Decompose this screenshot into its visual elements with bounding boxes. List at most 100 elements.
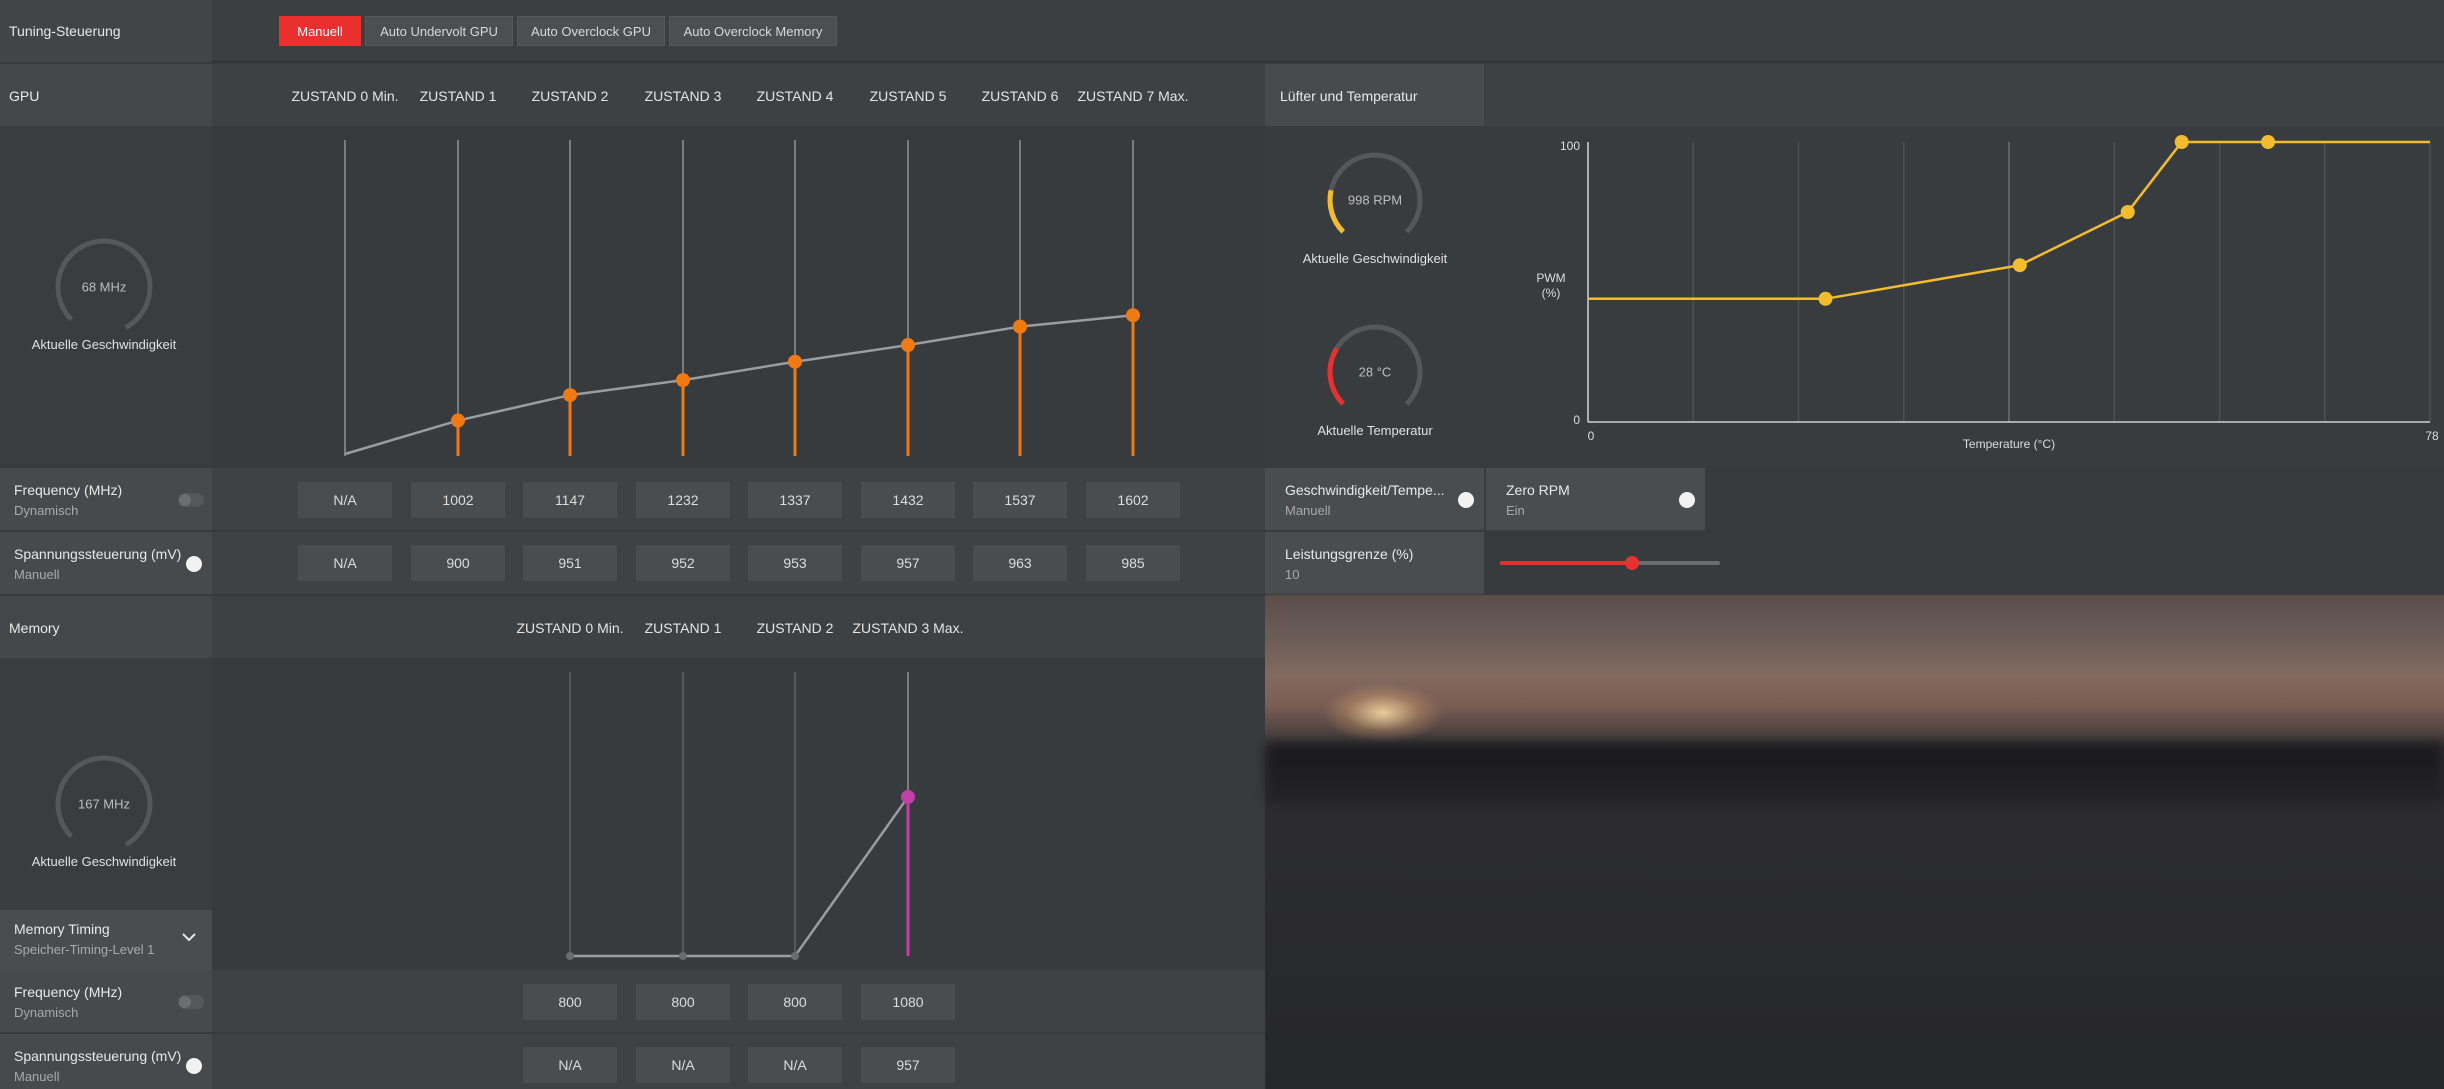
gpu-state-point <box>788 354 802 369</box>
memory-curve-line <box>570 796 910 958</box>
gpu-state-header: ZUSTAND 4 <box>756 88 834 104</box>
fan-curve-point <box>2174 135 2189 149</box>
fan-chart-ylabel: PWM <box>1536 271 1565 285</box>
memory-state-point <box>791 952 799 960</box>
gpu-voltage-input[interactable]: 963 <box>973 545 1067 581</box>
fan-chart-xlabel: Temperature (°C) <box>1963 437 2055 451</box>
power-limit-value: 10 <box>1285 567 1300 582</box>
gpu-title: GPU <box>9 88 40 104</box>
memory-timing-value: Speicher-Timing-Level 1 <box>14 942 155 957</box>
gpu-frequency-input[interactable]: 1432 <box>861 482 955 518</box>
memory-frequency-input[interactable]: 1080 <box>861 984 955 1020</box>
gpu-state-point <box>901 338 915 353</box>
gpu-state-header: ZUSTAND 1 <box>419 88 497 104</box>
fan-speed-caption: Aktuelle Geschwindigkeit <box>1302 251 1448 266</box>
fan-chart-x-max: 78 <box>2425 429 2439 443</box>
power-limit-slider-handle[interactable] <box>1625 556 1639 570</box>
gpu-frequency-toggle[interactable] <box>178 493 204 507</box>
memory-state-header: ZUSTAND 1 <box>644 620 722 636</box>
gpu-frequency-input[interactable]: 1602 <box>1086 482 1180 518</box>
gpu-state-point <box>451 413 465 428</box>
memory-voltage-input[interactable]: N/A <box>636 1047 730 1083</box>
fan-curve-point <box>2261 135 2276 149</box>
speed-temp-toggle[interactable] <box>1458 492 1474 508</box>
gpu-state-header: ZUSTAND 2 <box>531 88 609 104</box>
fan-curve-point <box>2012 258 2027 273</box>
gpu-frequency-input[interactable]: 1337 <box>748 482 842 518</box>
memory-voltage-mode: Manuell <box>14 1069 60 1084</box>
background-scenery <box>1265 595 2444 1089</box>
gpu-state-header: ZUSTAND 5 <box>869 88 947 104</box>
fan-chart-ylabel-unit: (%) <box>1542 286 1561 300</box>
gpu-voltage-input[interactable]: 953 <box>748 545 842 581</box>
memory-state-point <box>679 952 687 960</box>
gpu-state-point <box>1126 308 1140 323</box>
gpu-voltage-mode: Manuell <box>14 567 60 582</box>
memory-frequency-toggle[interactable] <box>178 995 204 1009</box>
memory-timing-label: Memory Timing <box>14 921 110 937</box>
auto-overclock-memory-button[interactable]: Auto Overclock Memory <box>669 16 837 46</box>
gpu-voltage-input[interactable]: 951 <box>523 545 617 581</box>
power-limit-slider-fill <box>1500 561 1632 565</box>
memory-frequency-curve <box>566 672 915 960</box>
gpu-speed-value: 68 MHz <box>81 279 127 295</box>
gpu-state-header: ZUSTAND 7 Max. <box>1077 88 1189 104</box>
memory-voltage-input[interactable]: 957 <box>861 1047 955 1083</box>
gpu-frequency-input[interactable]: 1537 <box>973 482 1067 518</box>
temperature-value: 28 °C <box>1358 364 1392 380</box>
memory-state-header: ZUSTAND 3 Max. <box>852 620 964 636</box>
zero-rpm-state: Ein <box>1506 503 1525 518</box>
gpu-frequency-input[interactable]: 1232 <box>636 482 730 518</box>
fan-curve-point <box>1818 291 1833 306</box>
gpu-state-point <box>676 373 690 388</box>
memory-frequency-mode: Dynamisch <box>14 1005 79 1020</box>
memory-frequency-label: Frequency (MHz) <box>14 984 123 1000</box>
fan-speed-gauge <box>1327 152 1423 248</box>
memory-timing-dropdown[interactable] <box>0 910 212 970</box>
fan-curve-chart: 100 00 78 PWM(%) Temperature (°C) <box>1536 135 2439 451</box>
speed-temp-mode: Manuell <box>1285 503 1331 518</box>
gpu-speed-gauge <box>55 238 153 336</box>
memory-speed-value: 167 MHz <box>77 796 131 812</box>
memory-frequency-input[interactable]: 800 <box>523 984 617 1020</box>
gpu-voltage-input[interactable]: 952 <box>636 545 730 581</box>
gpu-frequency-input[interactable]: N/A <box>298 482 392 518</box>
power-limit-label: Leistungsgrenze (%) <box>1285 546 1414 562</box>
gpu-frequency-input[interactable]: 1147 <box>523 482 617 518</box>
gpu-speed-caption: Aktuelle Geschwindigkeit <box>31 337 177 352</box>
gpu-voltage-input[interactable]: 957 <box>861 545 955 581</box>
gpu-voltage-input[interactable]: N/A <box>298 545 392 581</box>
memory-speed-caption: Aktuelle Geschwindigkeit <box>31 854 177 869</box>
gpu-state-header: ZUSTAND 6 <box>981 88 1059 104</box>
gpu-state-header: ZUSTAND 0 Min. <box>291 88 399 104</box>
memory-state-header: ZUSTAND 2 <box>756 620 834 636</box>
gpu-voltage-toggle[interactable] <box>186 556 202 572</box>
gpu-frequency-curve <box>344 140 1140 456</box>
memory-speed-gauge <box>55 755 153 853</box>
memory-title: Memory <box>9 620 60 636</box>
fan-chart-x-min: 0 <box>1588 429 1595 443</box>
memory-voltage-input[interactable]: N/A <box>523 1047 617 1083</box>
temperature-caption: Aktuelle Temperatur <box>1317 423 1433 438</box>
fan-title: Lüfter und Temperatur <box>1280 88 1418 104</box>
gpu-frequency-input[interactable]: 1002 <box>411 482 505 518</box>
gpu-voltage-input[interactable]: 985 <box>1086 545 1180 581</box>
chevron-down-icon[interactable] <box>181 931 197 943</box>
auto-overclock-gpu-button[interactable]: Auto Overclock GPU <box>517 16 665 46</box>
gpu-voltage-input[interactable]: 900 <box>411 545 505 581</box>
manual-button[interactable]: Manuell <box>279 16 361 46</box>
gpu-curve-line <box>344 313 1134 456</box>
memory-voltage-input[interactable]: N/A <box>748 1047 842 1083</box>
memory-voltage-label: Spannungssteuerung (mV) <box>14 1048 182 1064</box>
gpu-frequency-label: Frequency (MHz) <box>14 482 123 498</box>
gpu-state-point <box>563 388 577 403</box>
memory-state-point <box>566 952 574 960</box>
memory-voltage-toggle[interactable] <box>186 1058 202 1074</box>
temperature-gauge <box>1327 324 1423 420</box>
memory-frequency-input[interactable]: 800 <box>748 984 842 1020</box>
gpu-frequency-mode: Dynamisch <box>14 503 79 518</box>
memory-state-point <box>901 789 915 804</box>
zero-rpm-toggle[interactable] <box>1679 492 1695 508</box>
memory-frequency-input[interactable]: 800 <box>636 984 730 1020</box>
auto-undervolt-gpu-button[interactable]: Auto Undervolt GPU <box>365 16 513 46</box>
